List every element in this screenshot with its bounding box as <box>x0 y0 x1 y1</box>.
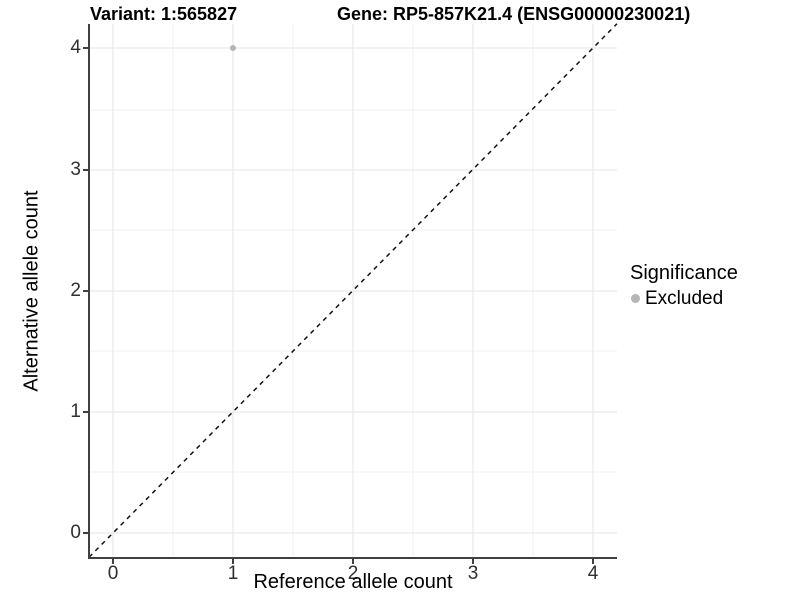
legend-item-label: Excluded <box>645 288 724 309</box>
scatter-point <box>230 45 236 51</box>
y-tick-label-2: 2 <box>70 280 81 301</box>
y-tick-label-0: 0 <box>70 522 81 543</box>
x-tick-label-0: 0 <box>107 563 119 584</box>
x-tick-label-2: 2 <box>347 563 359 584</box>
y-tick-label-1: 1 <box>70 401 81 422</box>
excluded-point-icon <box>631 294 640 303</box>
x-tick-label-4: 4 <box>587 563 599 584</box>
plot-title-gene: Gene: RP5-857K21.4 (ENSG00000230021) <box>337 4 691 24</box>
tick-marks <box>83 47 594 564</box>
y-tick-label-4: 4 <box>70 37 81 58</box>
grid-major <box>89 24 617 558</box>
legend-title: Significance <box>630 262 738 284</box>
legend-item-excluded: Excluded <box>628 287 738 310</box>
legend: Significance Excluded <box>628 261 738 310</box>
y-tick-label-3: 3 <box>70 159 81 180</box>
x-axis-title: Reference allele count <box>253 571 453 593</box>
y-axis-title: Alternative allele count <box>20 190 43 392</box>
x-tick-label-3: 3 <box>467 563 479 584</box>
x-tick-label-1: 1 <box>227 563 239 584</box>
data-points <box>230 45 236 51</box>
plot-title-variant: Variant: 1:565827 <box>90 4 238 24</box>
